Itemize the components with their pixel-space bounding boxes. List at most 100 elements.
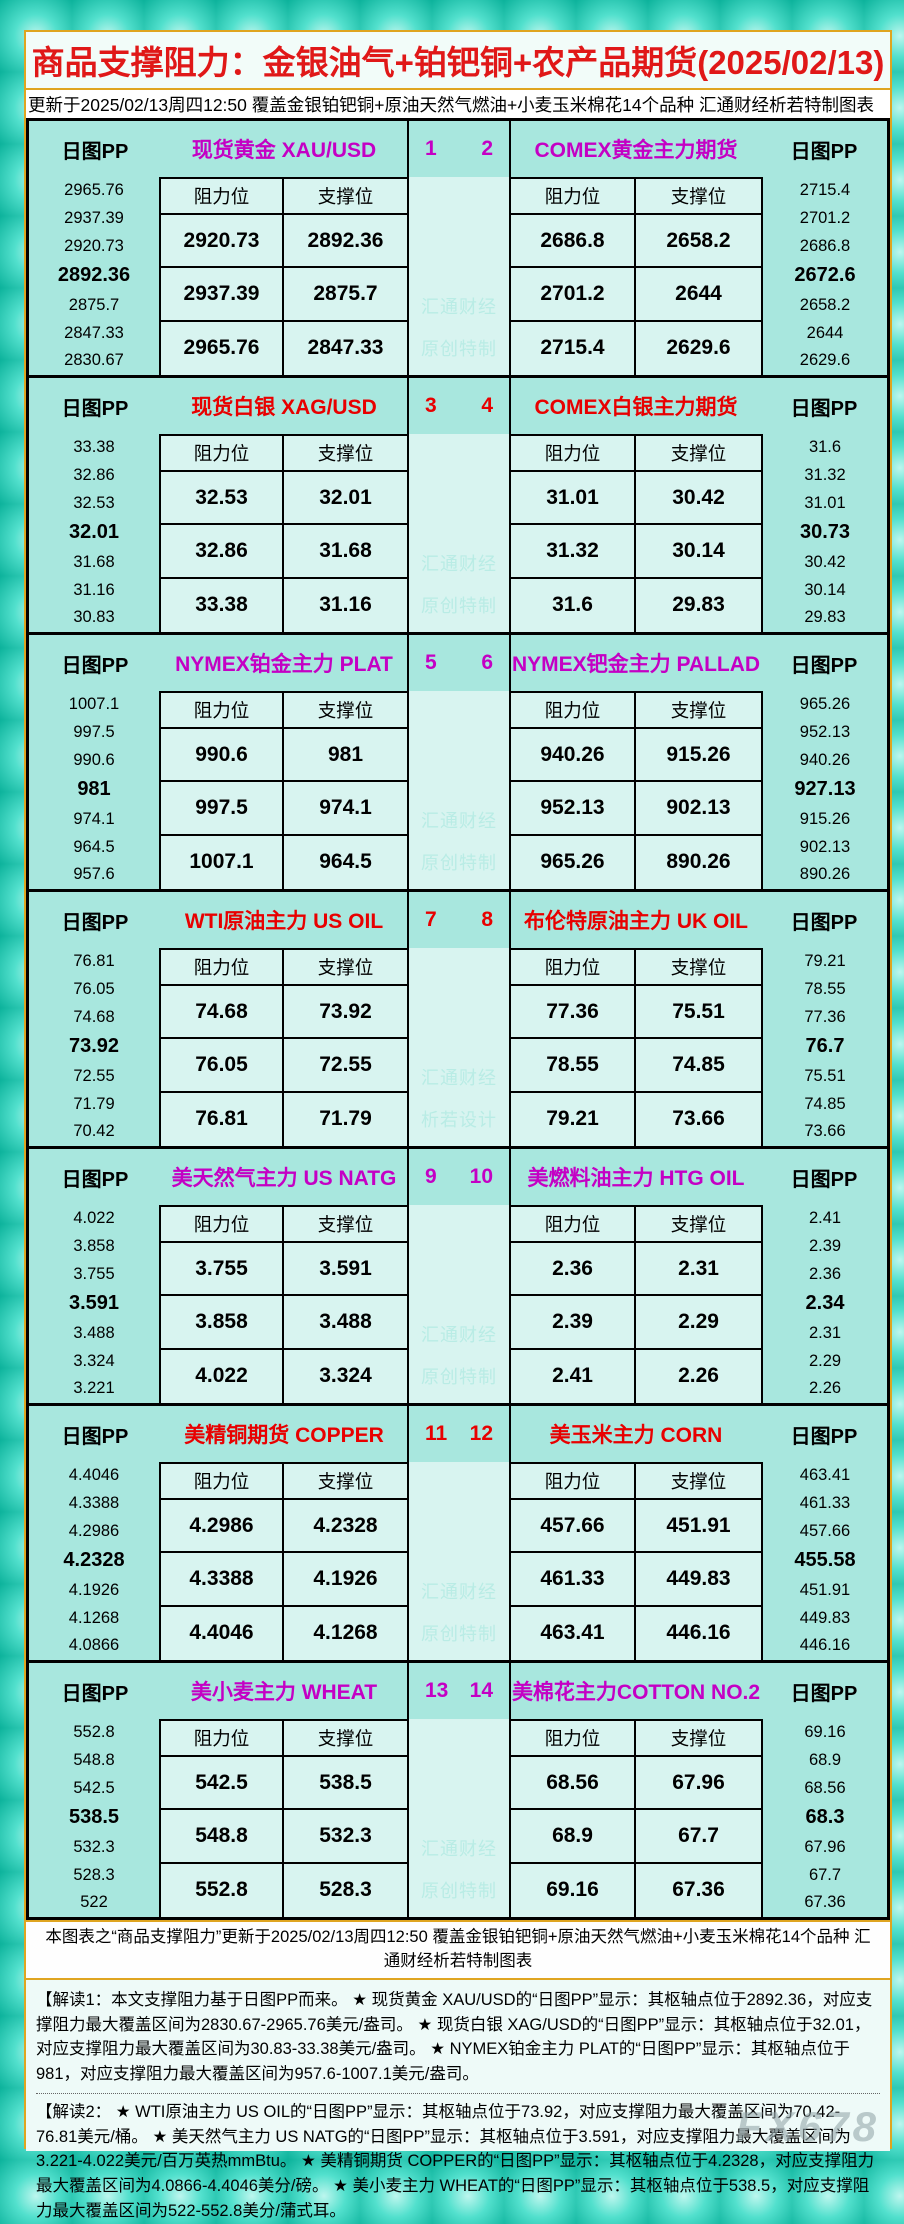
pp-value: 3.488 [73, 1323, 115, 1342]
pp-value: 2.31 [808, 1323, 842, 1342]
pp-value: 446.16 [799, 1636, 851, 1655]
pp-value: 29.83 [804, 608, 846, 627]
section-title-right: COMEX白银主力期货 [511, 378, 761, 434]
index-pair: 13 14 [409, 1663, 509, 1719]
support-value: 4.1268 [284, 1606, 407, 1660]
resistance-header: 阻力位 [161, 436, 284, 472]
pp-pivot-value: 2892.36 [57, 264, 131, 287]
levels-table-left: 阻力位 支撑位 4.2986 4.2328 4.3388 4.1926 4.4046 4.12… [161, 1462, 407, 1660]
index-pair: 9 10 [409, 1149, 509, 1205]
support-value: 2892.36 [284, 215, 407, 269]
resistance-value: 940.26 [511, 729, 636, 783]
pp-value: 915.26 [799, 809, 851, 828]
support-value: 67.96 [636, 1757, 761, 1811]
pp-pivot-value: 538.5 [68, 1806, 120, 1829]
pp-label-right: 日图PP [761, 892, 887, 948]
commodity-section: 日图PP 美天然气主力 US NATG 9 10 汇通财经 原创特制 美燃料油主… [29, 1149, 887, 1406]
center-watermark: 汇通财经 原创特制 [409, 1719, 509, 1917]
pp-values-right: 69.16 68.9 68.56 68.3 67.96 67.7 67.36 [761, 1719, 887, 1917]
support-value: 2.29 [636, 1296, 761, 1350]
footer-summary: 本图表之“商品支撑阻力”更新于2025/02/13周四12:50 覆盖金银铂钯铜… [26, 1920, 890, 1980]
support-header: 支撑位 [636, 179, 761, 215]
pp-value: 78.55 [804, 979, 846, 998]
pp-label-left: 日图PP [29, 378, 161, 434]
resistance-value: 74.68 [161, 986, 284, 1040]
resistance-value: 1007.1 [161, 835, 284, 889]
support-header: 支撑位 [636, 1464, 761, 1500]
support-value: 3.324 [284, 1349, 407, 1403]
index-pair: 3 4 [409, 378, 509, 434]
section-title-right: 布伦特原油主力 UK OIL [511, 892, 761, 948]
index-left: 1 [425, 137, 437, 160]
pp-value: 2658.2 [799, 295, 851, 314]
watermark-line2: 原创特制 [421, 1881, 497, 1901]
support-value: 538.5 [284, 1757, 407, 1811]
levels-table-right: 阻力位 支撑位 457.66 451.91 461.33 449.83 463.41 446.… [511, 1462, 761, 1660]
pp-value: 76.81 [73, 952, 115, 970]
commodity-section: 日图PP 美小麦主力 WHEAT 13 14 汇通财经 原创特制 美棉花主力CO… [29, 1663, 887, 1917]
resistance-value: 463.41 [511, 1606, 636, 1660]
watermark-line2: 析若设计 [421, 1110, 497, 1130]
resistance-value: 2.39 [511, 1296, 636, 1350]
pp-value: 76.05 [73, 979, 115, 998]
pp-value: 940.26 [799, 750, 851, 769]
pp-value: 890.26 [799, 865, 851, 884]
pp-value: 2875.7 [68, 295, 120, 314]
pp-value: 3.858 [73, 1236, 115, 1255]
resistance-value: 2920.73 [161, 215, 284, 269]
section-title-left: 美小麦主力 WHEAT [161, 1663, 407, 1719]
pp-values-left: 1007.1 997.5 990.6 981 974.1 964.5 957.6 [29, 691, 161, 889]
page-title: 商品支撑阻力：金银油气+铂钯铜+农产品期货(2025/02/13) [31, 44, 885, 81]
resistance-value: 68.9 [511, 1810, 636, 1864]
support-header: 支撑位 [284, 1207, 407, 1243]
support-header: 支撑位 [284, 1464, 407, 1500]
support-value: 451.91 [636, 1500, 761, 1554]
resistance-header: 阻力位 [511, 950, 636, 986]
support-value: 964.5 [284, 835, 407, 889]
support-value: 29.83 [636, 578, 761, 632]
watermark-line2: 原创特制 [421, 1624, 497, 1644]
resistance-value: 965.26 [511, 835, 636, 889]
resistance-value: 76.81 [161, 1092, 284, 1146]
index-left: 9 [425, 1165, 437, 1188]
support-value: 528.3 [284, 1863, 407, 1917]
resistance-value: 31.01 [511, 472, 636, 526]
index-right: 12 [469, 1422, 493, 1445]
pp-value: 67.96 [804, 1837, 846, 1856]
pp-value: 70.42 [73, 1122, 115, 1141]
pp-label-right: 日图PP [761, 1663, 887, 1719]
chart-sheet: 商品支撑阻力：金银油气+铂钯铜+农产品期货(2025/02/13) 更新于202… [24, 30, 892, 2220]
pp-values-right: 79.21 78.55 77.36 76.7 75.51 74.85 73.66 [761, 948, 887, 1146]
pp-value: 73.66 [804, 1122, 846, 1141]
resistance-value: 997.5 [161, 782, 284, 836]
pp-pivot-value: 4.2328 [63, 1549, 125, 1572]
pp-value: 69.16 [804, 1723, 846, 1741]
support-value: 30.14 [636, 525, 761, 579]
index-left: 7 [425, 908, 437, 931]
pp-values-right: 965.26 952.13 940.26 927.13 915.26 902.13 890.… [761, 691, 887, 889]
resistance-header: 阻力位 [161, 1207, 284, 1243]
support-value: 71.79 [284, 1092, 407, 1146]
pp-value: 1007.1 [68, 695, 120, 713]
levels-table-left: 阻力位 支撑位 32.53 32.01 32.86 31.68 33.38 31.16 [161, 434, 407, 632]
resistance-value: 79.21 [511, 1092, 636, 1146]
pp-value: 457.66 [799, 1521, 851, 1540]
pp-value: 31.6 [808, 438, 842, 456]
support-value: 32.01 [284, 472, 407, 526]
support-value: 2.31 [636, 1243, 761, 1297]
index-left: 3 [425, 394, 437, 417]
resistance-value: 457.66 [511, 1500, 636, 1554]
center-watermark: 汇通财经 原创特制 [409, 1462, 509, 1660]
support-value: 915.26 [636, 729, 761, 783]
pp-pivot-value: 73.92 [68, 1035, 120, 1058]
section-title-left: 现货白银 XAG/USD [161, 378, 407, 434]
center-column: 7 8 汇通财经 析若设计 [407, 892, 511, 1146]
resistance-value: 69.16 [511, 1863, 636, 1917]
watermark-line1: 汇通财经 [421, 1325, 497, 1345]
pp-value: 4.1926 [68, 1580, 120, 1599]
support-value: 532.3 [284, 1810, 407, 1864]
commodity-section: 日图PP 现货黄金 XAU/USD 1 2 汇通财经 原创特制 COMEX黄金主… [29, 121, 887, 378]
resistance-value: 3.858 [161, 1296, 284, 1350]
support-value: 2875.7 [284, 268, 407, 322]
support-header: 支撑位 [284, 179, 407, 215]
